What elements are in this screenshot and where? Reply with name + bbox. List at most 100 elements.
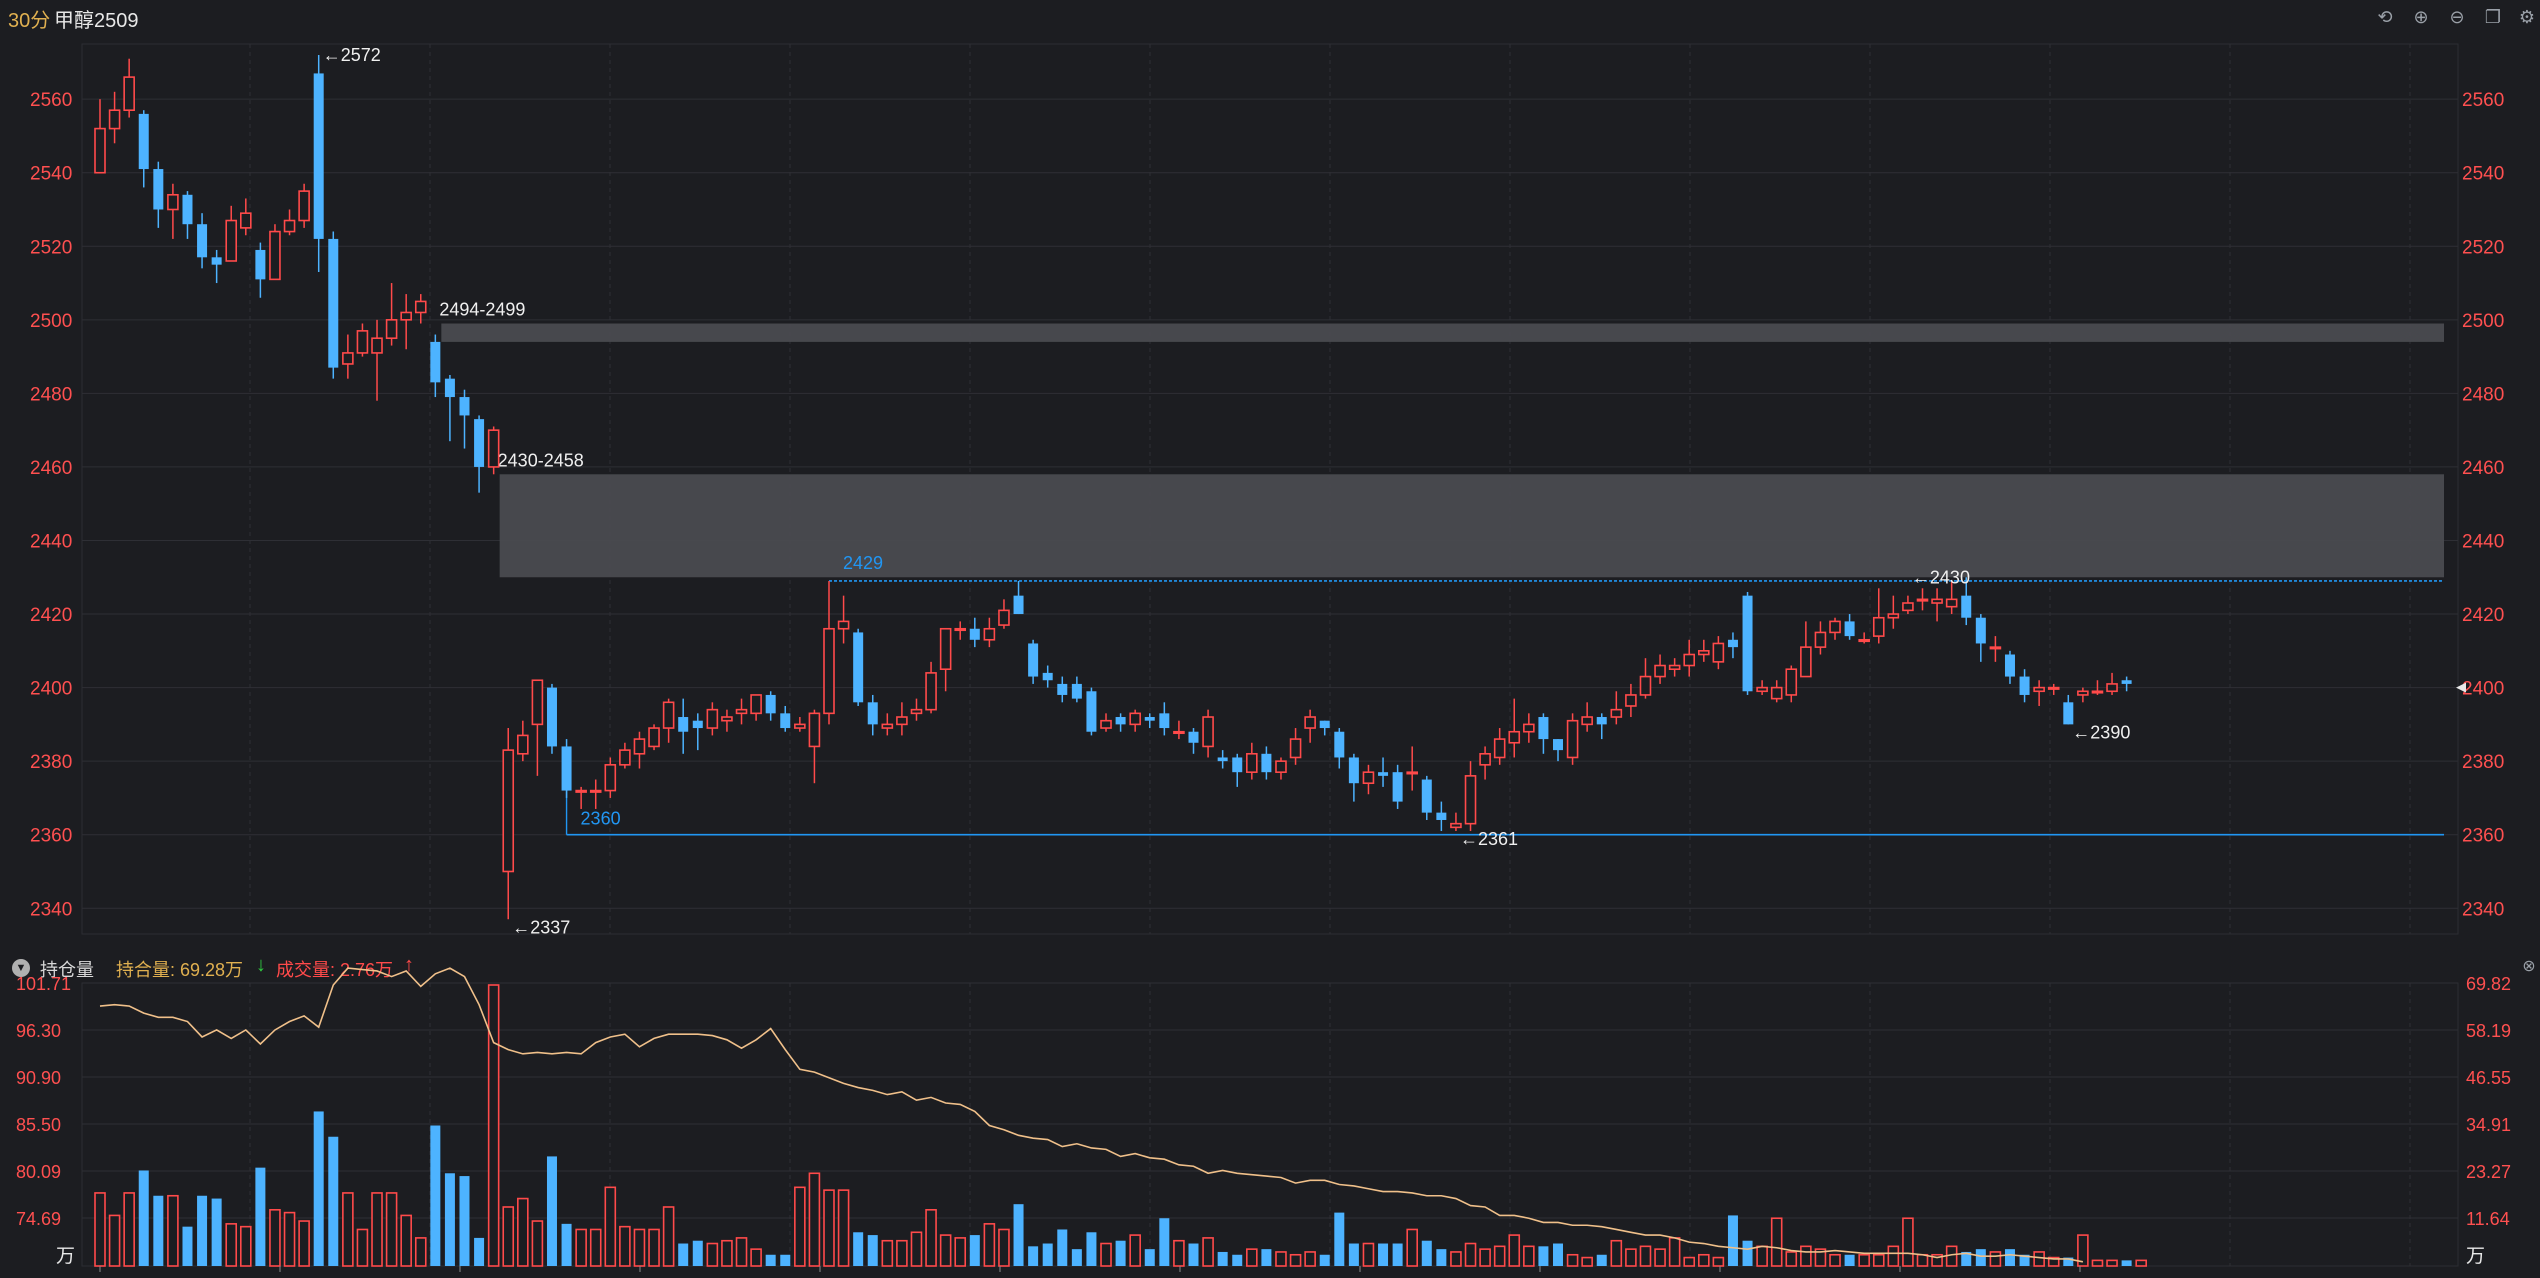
volume-bar-up bbox=[1581, 1256, 1593, 1267]
volume-bar-up bbox=[1406, 1228, 1418, 1267]
volume-bar-down bbox=[1596, 1254, 1607, 1266]
extreme-label: ←2390 bbox=[2072, 722, 2130, 742]
volume-bar-up bbox=[794, 1186, 806, 1267]
candle-body-down bbox=[1742, 595, 1753, 692]
y-tick-label-right: 2520 bbox=[2462, 237, 2504, 258]
sub-y-tick-left: 85.50 bbox=[16, 1115, 61, 1135]
y-tick-label-left: 2540 bbox=[30, 164, 72, 185]
settings-icon[interactable]: ⚙ bbox=[2518, 7, 2536, 27]
candle-body-up bbox=[939, 627, 952, 671]
volume-bar-down bbox=[1421, 1240, 1432, 1266]
volume-bar-up bbox=[1887, 1245, 1900, 1267]
volume-bar-up bbox=[371, 1192, 383, 1267]
volume-bar-up bbox=[167, 1194, 179, 1267]
candle-body-up bbox=[1945, 598, 1958, 608]
volume-bar-down bbox=[153, 1195, 164, 1266]
candle-body-up bbox=[1304, 716, 1316, 729]
candle-body-down bbox=[1421, 779, 1432, 813]
candle-body-up bbox=[94, 127, 106, 174]
volume-bar-up bbox=[619, 1225, 631, 1267]
volume-bar-up bbox=[604, 1186, 617, 1267]
window-icon[interactable]: ❐ bbox=[2484, 7, 2502, 27]
y-tick-label-left: 2480 bbox=[30, 384, 72, 405]
volume-bar-up bbox=[94, 1192, 106, 1267]
undo-icon[interactable]: ⟲ bbox=[2377, 7, 2393, 27]
candle-body-down bbox=[1232, 757, 1243, 773]
volume-bar-down bbox=[459, 1176, 470, 1266]
volume-bar-down bbox=[1013, 1204, 1024, 1266]
volume-bar-up bbox=[575, 1228, 587, 1267]
candle-body-up bbox=[735, 708, 748, 715]
candle-body-down bbox=[1596, 717, 1607, 725]
candle-body-down bbox=[1159, 713, 1170, 729]
volume-bar-up bbox=[1931, 1253, 1943, 1267]
candle-body-up bbox=[1916, 598, 1929, 602]
candle-body-up bbox=[998, 609, 1010, 626]
subchart-header: ▼ 持仓量 持合量: 69.28万 ↓ 成交量: 2.76万 ↑ ⊗ bbox=[0, 952, 2540, 982]
candle-body-down bbox=[1261, 753, 1272, 773]
volume-bar-up bbox=[1785, 1251, 1798, 1267]
symbol-label[interactable]: 甲醇2509 bbox=[54, 10, 139, 32]
volume-bar-up bbox=[1450, 1251, 1462, 1267]
volume-bar-up bbox=[1523, 1245, 1535, 1267]
volume-bar-up bbox=[589, 1228, 602, 1267]
close-circle-icon[interactable]: ⊗ bbox=[2522, 958, 2536, 975]
candle-body-down bbox=[546, 687, 557, 747]
volume-bar-up bbox=[823, 1189, 835, 1267]
volume-bar-up bbox=[1639, 1245, 1652, 1267]
volume-bar-up bbox=[356, 1228, 369, 1267]
volume-bar-up bbox=[750, 1248, 762, 1267]
y-tick-label-right: 2460 bbox=[2462, 458, 2504, 479]
triangle-down-icon[interactable]: ▼ bbox=[12, 959, 30, 977]
volume-bar-up bbox=[1916, 1253, 1929, 1267]
volume-bar-down bbox=[255, 1167, 266, 1266]
volume-bar-up bbox=[1829, 1253, 1841, 1267]
candle-body-up bbox=[1523, 723, 1535, 733]
arrow-down-icon: ↓ bbox=[256, 954, 266, 976]
volume-bar-up bbox=[721, 1239, 733, 1267]
y-tick-label-right: 2540 bbox=[2462, 164, 2504, 185]
candle-body-up bbox=[371, 337, 383, 354]
candle-body-up bbox=[1406, 771, 1418, 775]
volume-bar-up bbox=[1129, 1234, 1141, 1267]
volume-bar-up bbox=[1902, 1217, 1914, 1267]
volume-bar-up bbox=[2106, 1259, 2118, 1267]
indicator-name[interactable]: 持仓量 bbox=[40, 960, 94, 980]
y-tick-label-right: 2340 bbox=[2462, 899, 2504, 920]
candle-body-down bbox=[328, 238, 339, 368]
candle-body-up bbox=[954, 627, 967, 632]
sub-y-tick-left: 101.71 bbox=[16, 974, 71, 994]
candle-body-down bbox=[211, 257, 222, 265]
candle-body-down bbox=[1028, 643, 1039, 677]
volume-bar-up bbox=[1304, 1251, 1316, 1267]
volume-bar-up bbox=[1566, 1253, 1579, 1267]
candle-body-down bbox=[182, 194, 193, 225]
candle-body-up bbox=[1698, 650, 1710, 656]
candle-body-up bbox=[1887, 613, 1900, 619]
candle-body-down bbox=[561, 746, 572, 791]
volume-bar-down bbox=[211, 1198, 222, 1266]
candle-body-up bbox=[1770, 686, 1783, 700]
candlestick-chart[interactable]: 2340 2340 2360 2360 2380 2380 2400 2400 2420 2420… bbox=[0, 0, 2540, 952]
volume-bar-down bbox=[1042, 1243, 1053, 1266]
candle-body-down bbox=[1392, 772, 1403, 802]
candle-body-up bbox=[1100, 719, 1112, 729]
candle-body-down bbox=[313, 73, 324, 239]
candle-body-down bbox=[678, 717, 689, 732]
candle-body-up bbox=[750, 694, 762, 715]
volume-bar-up bbox=[1654, 1248, 1666, 1267]
volume-bar-down bbox=[328, 1136, 339, 1266]
volume-bar-up bbox=[487, 984, 500, 1267]
zoom-in-icon[interactable]: ⊕ bbox=[2413, 7, 2429, 27]
volume-bar-up bbox=[2135, 1259, 2147, 1267]
volume-bar-down bbox=[1553, 1243, 1563, 1266]
volume-bar-up bbox=[1872, 1253, 1885, 1267]
sub-y-tick-right: 23.27 bbox=[2466, 1162, 2511, 1182]
period-label[interactable]: 30分 bbox=[8, 10, 51, 32]
candle-body-up bbox=[356, 330, 369, 354]
zoom-out-icon[interactable]: ⊖ bbox=[2449, 7, 2465, 27]
sub-y-tick-right: 46.55 bbox=[2466, 1068, 2511, 1088]
volume-bar-down bbox=[138, 1170, 149, 1266]
y-tick-label-left: 2360 bbox=[30, 826, 72, 847]
